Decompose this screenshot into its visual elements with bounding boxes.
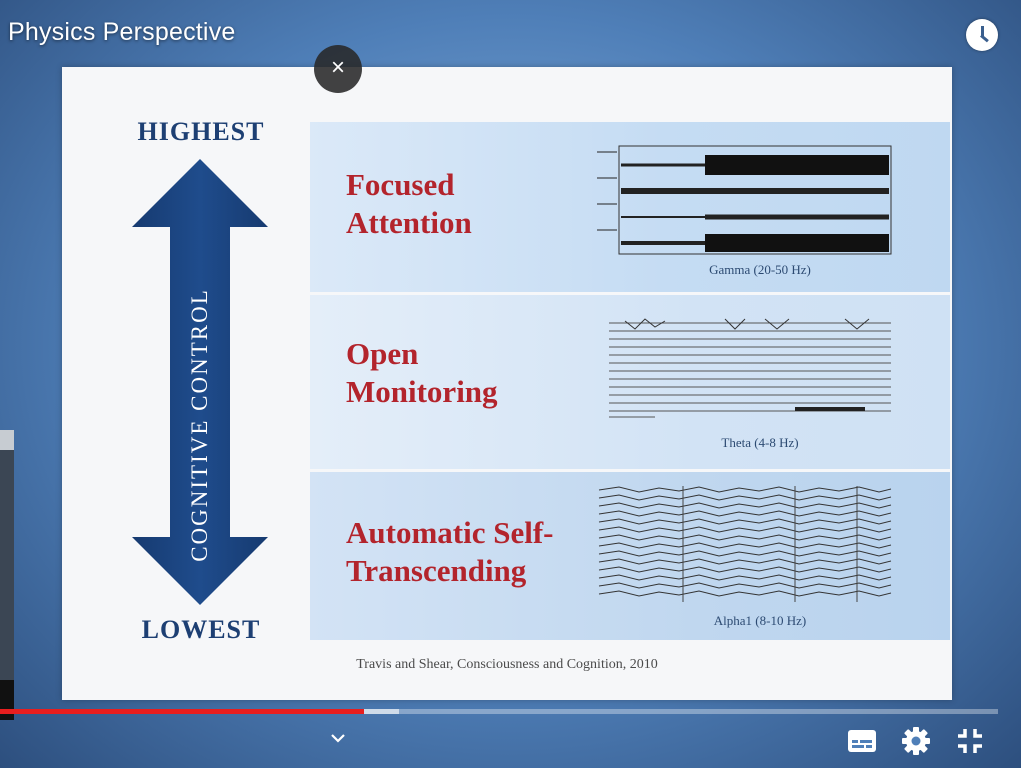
gamma-eeg-trace [597,145,892,255]
panel-caption: Theta (4-8 Hz) [721,435,799,450]
close-icon: × [330,54,345,81]
axis-label: COGNITIVE CONTROL [187,288,212,562]
axis-bottom-label: LOWEST [141,615,261,644]
gear-icon[interactable] [899,724,933,758]
clock-icon[interactable] [966,19,998,51]
chevron-down-icon[interactable] [326,726,350,750]
panel-caption: Gamma (20-50 Hz) [709,262,811,277]
panel-focused-attention: Focused Attention Gamma (20-50 Hz) [310,122,950,292]
panel-heading: Open Monitoring [346,336,498,409]
double-arrow-graphic [132,159,268,605]
panel-heading: Automatic Self- Transcending [346,515,554,588]
theta-eeg-trace [609,318,891,418]
background-monitor-edge [0,430,14,720]
panel-heading: Focused Attention [346,167,472,240]
progress-bar[interactable] [0,709,998,714]
cognitive-control-axis: HIGHEST COGNITIVE CONTROL LOWEST [62,67,310,700]
slide-citation: Travis and Shear, Consciousness and Cogn… [356,657,658,672]
axis-top-label: HIGHEST [137,117,265,146]
alpha1-eeg-trace [598,486,892,602]
panel-automatic-self-transcending: Automatic Self- Transcending [310,472,950,640]
exit-fullscreen-icon[interactable] [953,724,987,758]
lecture-slide: HIGHEST COGNITIVE CONTROL LOWEST Focused… [62,67,952,700]
panel-caption: Alpha1 (8-10 Hz) [713,613,807,628]
progress-played [0,709,365,714]
close-button[interactable]: × [314,45,362,93]
panel-open-monitoring: Open Monitoring [310,295,950,469]
video-title[interactable]: Physics Perspective [8,18,236,46]
subtitles-icon[interactable] [845,724,879,758]
